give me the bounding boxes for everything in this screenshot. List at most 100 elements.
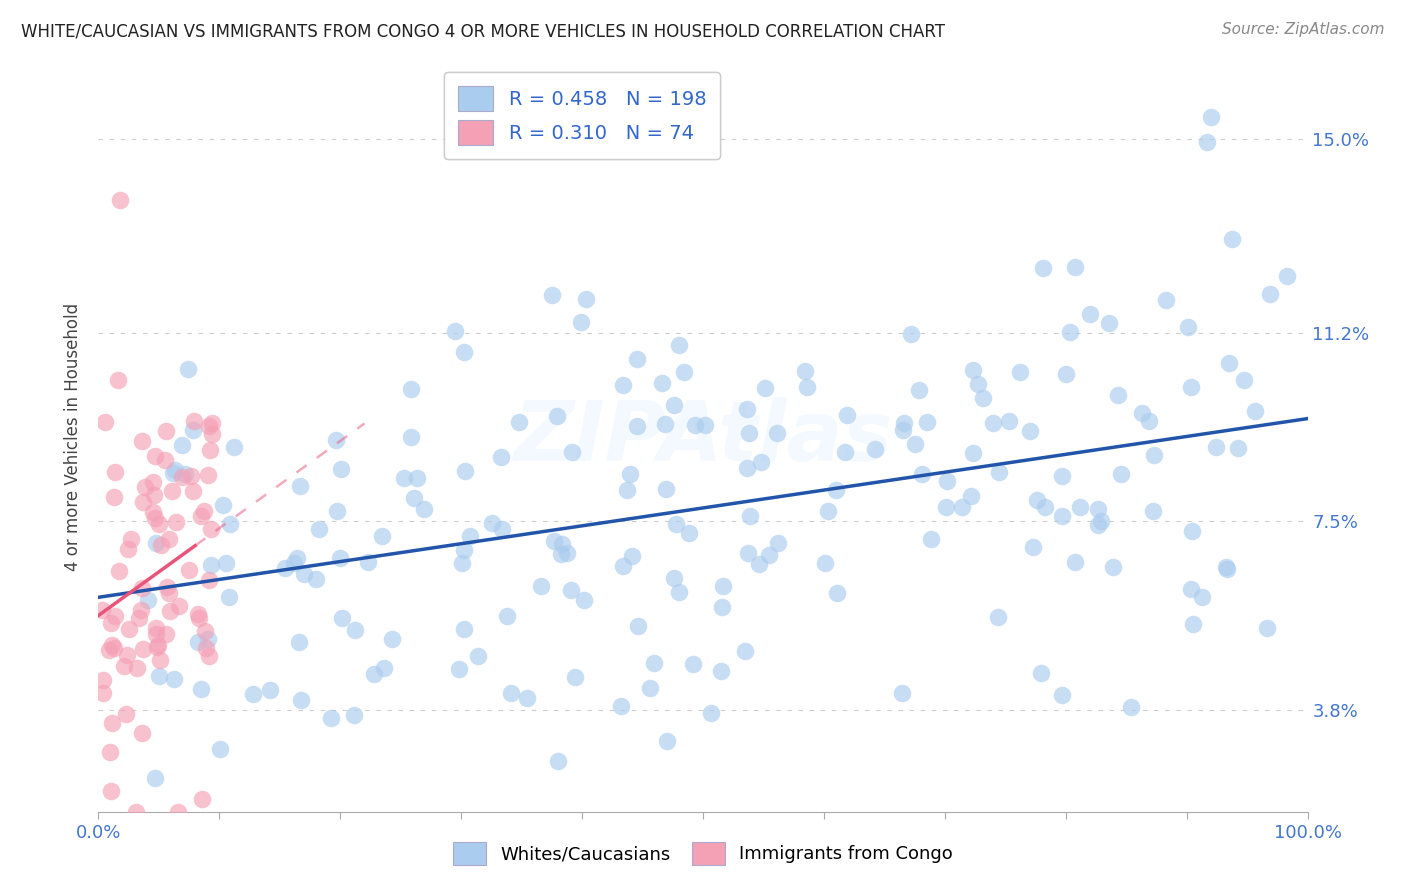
Point — [305, 572, 328, 586]
Point — [191, 791, 214, 805]
Point — [308, 522, 330, 536]
Point — [1199, 110, 1222, 124]
Point — [1130, 406, 1153, 420]
Point — [612, 559, 634, 574]
Point — [159, 604, 181, 618]
Point — [100, 616, 122, 631]
Point — [218, 516, 240, 531]
Point — [997, 414, 1019, 428]
Point — [194, 624, 217, 638]
Point — [104, 465, 127, 479]
Point — [283, 556, 305, 570]
Point — [198, 443, 221, 458]
Point — [146, 639, 169, 653]
Point — [125, 805, 148, 819]
Point — [165, 515, 187, 529]
Point — [1087, 502, 1109, 516]
Point — [983, 416, 1005, 430]
Point — [1090, 514, 1112, 528]
Point — [574, 593, 596, 607]
Point — [1050, 469, 1073, 483]
Point — [1177, 319, 1199, 334]
Point — [654, 417, 676, 432]
Legend: R = 0.458   N = 198, R = 0.310   N = 74: R = 0.458 N = 198, R = 0.310 N = 74 — [444, 72, 720, 159]
Point — [343, 707, 366, 722]
Point — [197, 468, 219, 483]
Point — [157, 532, 180, 546]
Point — [330, 462, 353, 476]
Point — [972, 391, 994, 405]
Point — [651, 376, 673, 390]
Point — [143, 487, 166, 501]
Point — [693, 418, 716, 433]
Point — [458, 529, 481, 543]
Point — [737, 401, 759, 416]
Point — [103, 640, 125, 655]
Point — [900, 327, 922, 342]
Point — [167, 805, 190, 819]
Point — [699, 706, 721, 720]
Point — [1222, 232, 1244, 246]
Point — [132, 642, 155, 657]
Point — [710, 665, 733, 679]
Point — [904, 436, 927, 450]
Point — [193, 504, 215, 518]
Point — [357, 555, 380, 569]
Point — [107, 374, 129, 388]
Point — [1010, 365, 1032, 379]
Point — [626, 351, 648, 366]
Point — [1154, 293, 1177, 308]
Point — [176, 362, 198, 376]
Point — [1258, 287, 1281, 301]
Point — [120, 533, 142, 547]
Point — [155, 580, 177, 594]
Point — [363, 666, 385, 681]
Point — [959, 489, 981, 503]
Point — [893, 416, 915, 430]
Point — [543, 534, 565, 549]
Point — [516, 690, 538, 705]
Point — [1054, 368, 1077, 382]
Point — [551, 537, 574, 551]
Point — [101, 638, 124, 652]
Point — [112, 659, 135, 673]
Point — [163, 672, 186, 686]
Point — [129, 603, 152, 617]
Point — [1022, 540, 1045, 554]
Point — [259, 683, 281, 698]
Point — [1215, 560, 1237, 574]
Point — [208, 742, 231, 756]
Point — [401, 382, 423, 396]
Point — [962, 363, 984, 377]
Point — [198, 649, 221, 664]
Point — [326, 504, 349, 518]
Point — [132, 495, 155, 509]
Point — [825, 586, 848, 600]
Point — [683, 417, 706, 432]
Point — [155, 424, 177, 438]
Point — [673, 365, 696, 379]
Point — [242, 687, 264, 701]
Point — [98, 745, 121, 759]
Point — [1029, 666, 1052, 681]
Point — [330, 611, 353, 625]
Point — [288, 478, 311, 492]
Point — [834, 445, 856, 459]
Point — [453, 543, 475, 558]
Point — [287, 551, 309, 566]
Point — [936, 474, 959, 488]
Point — [711, 579, 734, 593]
Point — [288, 634, 311, 648]
Point — [1098, 317, 1121, 331]
Point — [371, 529, 394, 543]
Point — [200, 558, 222, 573]
Point — [373, 661, 395, 675]
Point — [491, 522, 513, 536]
Point — [131, 434, 153, 448]
Text: WHITE/CAUCASIAN VS IMMIGRANTS FROM CONGO 4 OR MORE VEHICLES IN HOUSEHOLD CORRELA: WHITE/CAUCASIAN VS IMMIGRANTS FROM CONGO… — [21, 22, 945, 40]
Point — [496, 609, 519, 624]
Point — [150, 538, 173, 552]
Point — [145, 627, 167, 641]
Point — [610, 698, 633, 713]
Point — [160, 484, 183, 499]
